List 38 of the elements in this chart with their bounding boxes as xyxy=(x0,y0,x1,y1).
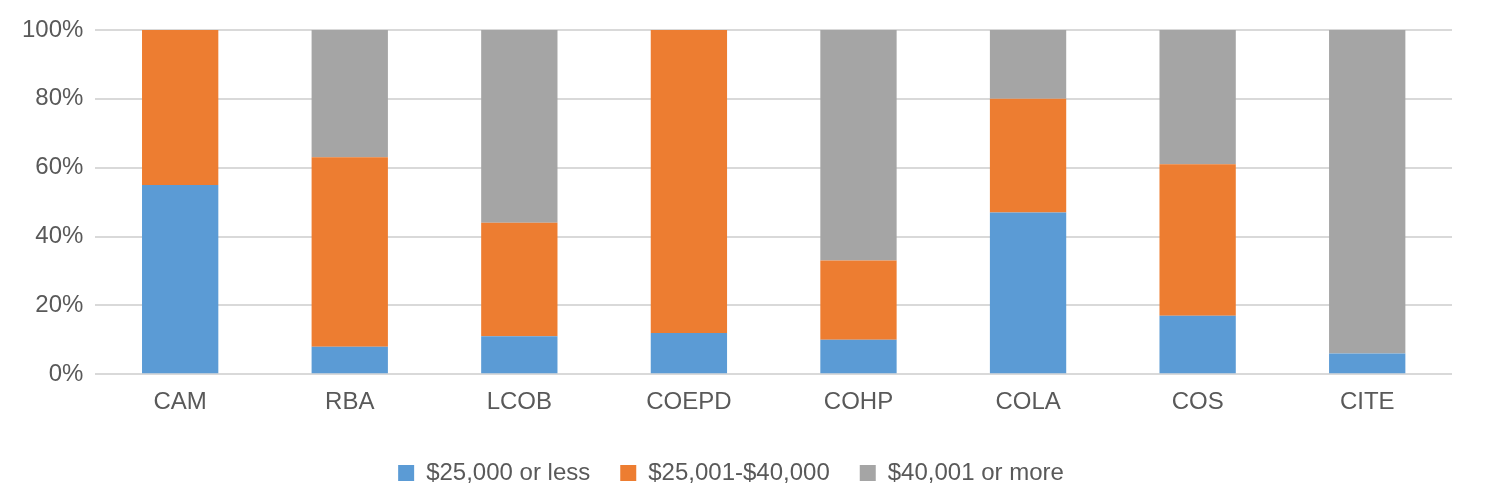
x-tick-label: COEPD xyxy=(646,387,732,415)
bar xyxy=(820,30,897,261)
x-tick-label: CAM xyxy=(153,387,207,415)
bar xyxy=(311,157,388,347)
bar xyxy=(481,222,558,337)
bar xyxy=(1159,30,1236,165)
legend-label: $25,001-$40,000 xyxy=(648,457,830,485)
y-tick-label: 60% xyxy=(35,152,84,180)
y-tick-label: 100% xyxy=(21,14,84,42)
bar xyxy=(650,30,728,333)
bar xyxy=(989,98,1067,213)
bar xyxy=(820,260,897,340)
x-tick-label: COHP xyxy=(823,387,894,415)
x-tick-label: CITE xyxy=(1339,387,1395,415)
y-tick-label: 20% xyxy=(35,289,84,317)
bar xyxy=(481,336,558,374)
bar xyxy=(142,184,219,374)
legend-label: $25,000 or less xyxy=(426,457,591,485)
bar xyxy=(481,30,558,223)
bar xyxy=(989,30,1067,99)
bar xyxy=(1329,30,1406,354)
x-tick-label: COS xyxy=(1171,387,1224,415)
x-tick-label: RBA xyxy=(325,387,375,415)
bar xyxy=(311,346,388,374)
bar xyxy=(1329,353,1406,374)
x-tick-label: LCOB xyxy=(486,387,553,415)
legend-label: $40,001 or more xyxy=(887,457,1064,485)
bar xyxy=(989,212,1067,374)
bar xyxy=(650,332,728,374)
bar xyxy=(1159,315,1236,374)
y-tick-label: 80% xyxy=(35,83,84,111)
bar xyxy=(820,339,897,374)
bar xyxy=(142,30,219,185)
y-tick-label: 40% xyxy=(35,221,84,249)
bar xyxy=(311,30,388,158)
bar xyxy=(1159,164,1236,316)
x-tick-label: COLA xyxy=(995,387,1061,415)
y-tick-label: 0% xyxy=(48,358,84,386)
